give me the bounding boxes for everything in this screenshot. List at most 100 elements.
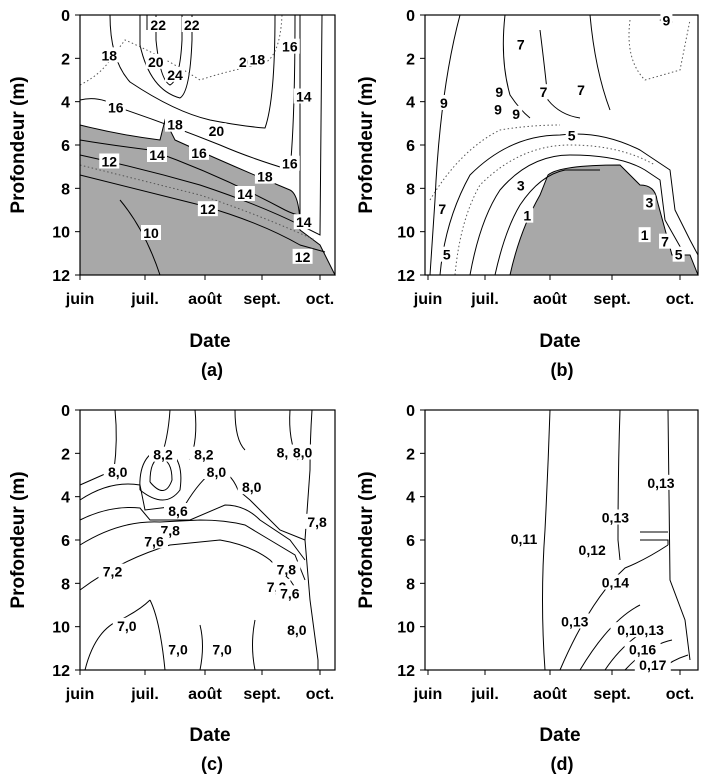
contour-label-bg bbox=[103, 464, 132, 479]
contour-label: 7,0 bbox=[212, 642, 232, 658]
x-tick-label: juin bbox=[413, 291, 442, 308]
x-tick-label: oct. bbox=[666, 686, 694, 703]
panel-b-contour bbox=[439, 133, 699, 276]
y-tick-label: 2 bbox=[61, 51, 70, 68]
contour-label-bg bbox=[202, 464, 231, 479]
y-tick-label: 6 bbox=[61, 138, 70, 155]
contour-label-bg bbox=[99, 153, 120, 169]
contour-label-bg bbox=[105, 99, 126, 115]
contour-label-bg bbox=[638, 227, 651, 243]
x-tick-label: août bbox=[533, 686, 567, 703]
contour-label-bg bbox=[514, 36, 527, 52]
panel-a-xlabel: Date bbox=[189, 331, 230, 352]
contour-label: 8,0 bbox=[108, 464, 128, 480]
contour-label: 0,10,13 bbox=[617, 622, 664, 638]
y-tick-label: 10 bbox=[52, 620, 70, 637]
contour-label: 7,0 bbox=[168, 642, 188, 658]
panel-c-y-ticks: 0 2 4 6 8 10 12 bbox=[52, 403, 80, 680]
contour-label-bg bbox=[642, 474, 679, 490]
contour-label-bg bbox=[189, 446, 218, 462]
contour-label: 8,0 bbox=[293, 445, 313, 461]
x-tick-label: juin bbox=[65, 686, 94, 703]
panel-a-y-ticks: 0 2 4 6 8 10 12 bbox=[52, 8, 80, 285]
contour-label-bg bbox=[272, 561, 301, 577]
panel-d-contour bbox=[579, 604, 641, 671]
contour-label-bg bbox=[164, 641, 192, 657]
panel-c-ph: 8,2 8,28,0 8,08,08,08,08,67,87,67,87,2 7,87… bbox=[8, 403, 336, 774]
contour-label: 24 bbox=[167, 67, 183, 83]
contour-label-bg bbox=[288, 444, 317, 460]
contour-label-bg bbox=[610, 622, 671, 638]
contour-label: 14 bbox=[237, 186, 253, 202]
panel-d-y-ticks: 0 2 4 6 8 10 12 bbox=[397, 403, 425, 680]
contour-label-bg bbox=[147, 147, 167, 162]
x-tick-label: août bbox=[188, 291, 222, 308]
panel-b-contour bbox=[429, 124, 561, 201]
contour-label: 7 bbox=[438, 201, 446, 217]
contour-label-bg bbox=[659, 233, 672, 249]
contour-label: 10 bbox=[143, 225, 159, 241]
panel-b-y-ticks: 0 2 4 6 8 10 12 bbox=[397, 8, 425, 285]
contour-label-bg bbox=[510, 105, 523, 121]
x-tick-label: juil. bbox=[130, 686, 159, 703]
y-tick-label: 6 bbox=[406, 533, 415, 550]
contour-label-bg bbox=[660, 12, 673, 28]
contour-label-bg bbox=[597, 509, 634, 525]
panel-c-contour bbox=[79, 504, 306, 561]
contour-label: 9 bbox=[663, 13, 671, 29]
contour-label-bg bbox=[145, 53, 166, 69]
contour-label: 18 bbox=[101, 47, 117, 63]
panel-b-ylabel: Profondeur (m) bbox=[356, 76, 377, 213]
panel-d-contour bbox=[667, 409, 691, 661]
x-tick-label: sept. bbox=[243, 686, 280, 703]
contour-label: 14 bbox=[149, 147, 165, 163]
contour-label: 22 bbox=[150, 17, 166, 33]
panel-b-panel-label: (b) bbox=[551, 360, 574, 380]
contour-label-bg bbox=[514, 177, 527, 193]
x-tick-label: juil. bbox=[470, 291, 499, 308]
contour-label: 9 bbox=[495, 84, 503, 100]
contour-label-bg bbox=[303, 513, 332, 529]
y-tick-label: 12 bbox=[52, 663, 70, 680]
contour-label: 5 bbox=[568, 128, 576, 144]
contour-label-bg bbox=[437, 95, 450, 110]
panel-d-panel-label: (d) bbox=[551, 754, 574, 774]
contour-label: 5 bbox=[675, 247, 683, 263]
x-tick-label: juin bbox=[413, 686, 442, 703]
x-tick-label: juil. bbox=[470, 686, 499, 703]
contour-label: 0,16 bbox=[629, 642, 656, 658]
panel-c-contour bbox=[149, 457, 173, 491]
contour-label-bg bbox=[556, 613, 593, 629]
contour-label: 8,0 bbox=[242, 479, 262, 495]
contour-label-bg bbox=[643, 194, 656, 210]
contour-label: 0,12 bbox=[579, 542, 606, 558]
contour-label: 22 bbox=[184, 17, 200, 33]
panel-c-contour bbox=[139, 447, 182, 501]
contour-label-bg bbox=[292, 248, 313, 264]
contour-label-bg bbox=[436, 201, 449, 217]
contour-label-bg bbox=[279, 155, 300, 171]
panel-a-x-ticks: juin juil. août sept. oct. bbox=[65, 275, 334, 308]
panel-c-contour bbox=[199, 624, 203, 671]
contour-label-bg bbox=[254, 168, 275, 184]
panel-d-contour-labels: 0,13 0,13 0,11 0,12 0,14 0,13 0,10,13 0,160,17 bbox=[506, 474, 679, 673]
contour-label-bg bbox=[206, 123, 227, 139]
contour-label: 12 bbox=[101, 154, 117, 170]
contour-label-bg bbox=[208, 641, 237, 657]
contour-label: 16 bbox=[282, 156, 298, 172]
contour-label: 7,2 bbox=[103, 564, 123, 580]
contour-label-bg bbox=[165, 116, 185, 132]
x-tick-label: juil. bbox=[130, 291, 159, 308]
contour-label: 9 bbox=[494, 102, 502, 118]
x-tick-label: sept. bbox=[593, 291, 630, 308]
contour-label: 1 bbox=[523, 208, 531, 224]
contour-label: 16 bbox=[282, 39, 298, 55]
y-tick-label: 10 bbox=[397, 225, 415, 242]
contour-label: 7,6 bbox=[280, 585, 300, 601]
panel-b-contour bbox=[628, 19, 691, 81]
contour-label: 18 bbox=[257, 169, 273, 185]
panel-c-panel-label: (c) bbox=[201, 754, 223, 774]
